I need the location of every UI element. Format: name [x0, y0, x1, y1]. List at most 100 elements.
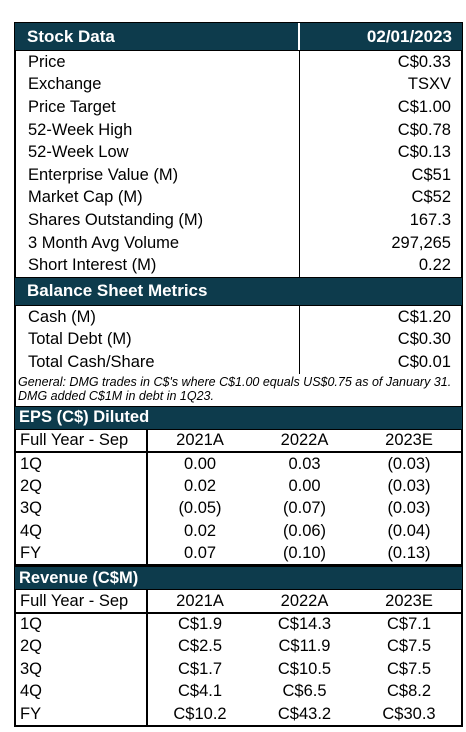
balance-row-value: C$0.01	[397, 352, 451, 371]
revenue-header: Revenue (C$M)	[14, 566, 463, 591]
stock-row-value: C$52	[411, 188, 451, 207]
eps-column-header: Full Year - Sep	[14, 429, 148, 454]
revenue-column-header: 2021A	[147, 590, 252, 614]
eps-column-header: 2023E	[357, 429, 463, 454]
eps-column-header-row: Full Year - Sep 2021A 2022A 2023E	[14, 429, 463, 454]
eps-cell: (0.03)	[357, 497, 463, 521]
revenue-cell: C$1.9	[177, 615, 223, 634]
stock-row-label: 52-Week Low	[16, 141, 300, 164]
stock-row-value: C$1.00	[397, 97, 451, 116]
eps-row: FY 0.07 (0.10) (0.13)	[14, 542, 463, 567]
stock-row-label: Shares Outstanding (M)	[16, 209, 300, 232]
general-note: General: DMG trades in C$'s where C$1.00…	[14, 373, 463, 406]
stock-row-value: 0.22	[418, 256, 451, 275]
revenue-cell: C$7.1	[357, 612, 463, 636]
revenue-cell: C$30.3	[357, 703, 463, 727]
revenue-row: 4Q C$4.1 C$6.5 C$8.2	[14, 680, 463, 704]
stock-row-value: C$0.78	[397, 120, 451, 139]
eps-cell: (0.10)	[252, 542, 357, 567]
balance-row: Total Debt (M) C$0.30	[16, 328, 461, 352]
eps-column-header: 2021A	[147, 429, 252, 454]
stock-data-panel: Stock Data 02/01/2023 Price C$0.33 Exchan…	[14, 22, 463, 727]
stock-row-value: C$0.33	[397, 52, 451, 71]
stock-row-label: Exchange	[16, 73, 300, 97]
balance-row-label: Total Debt (M)	[16, 328, 300, 352]
revenue-column-header-row: Full Year - Sep 2021A 2022A 2023E	[14, 590, 463, 614]
stock-row-label: Enterprise Value (M)	[16, 163, 300, 187]
revenue-cell: 2Q	[14, 635, 148, 659]
revenue-table: Full Year - Sep 2021A 2022A 2023E 1Q C$1…	[14, 590, 463, 727]
eps-cell: (0.13)	[357, 542, 463, 567]
eps-cell: (0.05)	[178, 499, 222, 518]
revenue-cell: C$7.5	[357, 635, 463, 659]
stock-row: Price C$0.33	[16, 51, 461, 74]
eps-cell: 0.07	[147, 542, 252, 567]
eps-row: 4Q 0.02 (0.06) (0.04)	[14, 520, 463, 543]
revenue-column-header: 2023E	[357, 590, 463, 614]
stock-data-rows: Price C$0.33 Exchange TSXV Price Target C$1…	[14, 51, 463, 277]
eps-cell: (0.06)	[282, 521, 327, 540]
stock-row-value: 167.3	[409, 210, 451, 229]
stock-data-title: Stock Data	[15, 23, 300, 50]
revenue-cell: C$43.2	[252, 703, 357, 727]
revenue-cell: FY	[14, 703, 148, 727]
revenue-cell: C$7.5	[357, 658, 463, 681]
eps-cell: 0.00	[288, 476, 321, 495]
stock-data-header: Stock Data 02/01/2023	[14, 22, 463, 51]
stock-row: 52-Week High C$0.78	[16, 118, 461, 142]
balance-row: Total Cash/Share C$0.01	[16, 351, 461, 374]
stock-row-label: Short Interest (M)	[16, 254, 300, 277]
eps-cell: (0.07)	[282, 499, 327, 518]
eps-row: 1Q 0.00 0.03 (0.03)	[14, 452, 463, 475]
eps-cell: FY	[14, 542, 148, 567]
stock-row-label: Price	[16, 51, 300, 74]
eps-row: 2Q 0.02 0.00 (0.03)	[14, 474, 463, 498]
stock-row-label: 52-Week High	[16, 118, 300, 142]
revenue-column-header: Full Year - Sep	[14, 590, 148, 614]
stock-row: Exchange TSXV	[16, 73, 461, 97]
balance-sheet-header: Balance Sheet Metrics	[14, 276, 463, 306]
stock-row-label: Price Target	[16, 96, 300, 119]
eps-cell: (0.03)	[357, 474, 463, 498]
balance-row: Cash (M) C$1.20	[16, 305, 461, 329]
eps-cell: 0.03	[288, 454, 321, 473]
revenue-cell: C$2.5	[177, 637, 223, 656]
revenue-row: FY C$10.2 C$43.2 C$30.3	[14, 703, 463, 727]
stock-row: Short Interest (M) 0.22	[16, 254, 461, 277]
eps-cell: 0.02	[183, 521, 217, 540]
revenue-cell: 4Q	[14, 680, 148, 704]
stock-row: Market Cap (M) C$52	[16, 186, 461, 210]
balance-row-value: C$0.30	[397, 330, 451, 349]
stock-row: Shares Outstanding (M) 167.3	[16, 209, 461, 232]
revenue-row: 1Q C$1.9 C$14.3 C$7.1	[14, 612, 463, 636]
eps-cell: (0.04)	[357, 520, 463, 543]
revenue-cell: C$1.7	[177, 659, 223, 678]
revenue-cell: C$4.1	[177, 682, 223, 701]
balance-row-value: C$1.20	[397, 307, 451, 326]
stock-row-label: Market Cap (M)	[16, 186, 300, 210]
eps-cell: 4Q	[14, 520, 148, 543]
stock-row-value: C$0.13	[397, 143, 451, 162]
stock-row-value: C$51	[411, 165, 451, 184]
eps-row: 3Q (0.05) (0.07) (0.03)	[14, 497, 463, 521]
revenue-cell: 1Q	[14, 612, 148, 636]
revenue-cell: 3Q	[14, 658, 148, 681]
eps-cell: (0.03)	[357, 452, 463, 475]
revenue-cell: C$10.2	[147, 703, 252, 727]
stock-row: 52-Week Low C$0.13	[16, 141, 461, 164]
eps-cell: 0.02	[183, 476, 217, 495]
revenue-cell: C$11.9	[278, 637, 331, 656]
revenue-row: 3Q C$1.7 C$10.5 C$7.5	[14, 658, 463, 681]
eps-cell: 3Q	[14, 497, 148, 521]
stock-row: 3 Month Avg Volume 297,265	[16, 231, 461, 255]
eps-cell: 2Q	[14, 474, 148, 498]
stock-row-value: TSXV	[407, 75, 451, 94]
balance-row-label: Total Cash/Share	[16, 351, 300, 374]
stock-row-label: 3 Month Avg Volume	[16, 231, 300, 255]
balance-sheet-rows: Cash (M) C$1.20 Total Debt (M) C$0.30 Tota…	[14, 305, 463, 374]
revenue-row: 2Q C$2.5 C$11.9 C$7.5	[14, 635, 463, 659]
eps-header: EPS (C$) Diluted	[14, 405, 463, 430]
revenue-column-header: 2022A	[252, 590, 357, 614]
stock-row: Enterprise Value (M) C$51	[16, 163, 461, 187]
balance-row-label: Cash (M)	[16, 305, 300, 329]
